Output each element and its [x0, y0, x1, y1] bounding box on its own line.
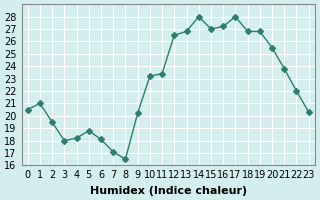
X-axis label: Humidex (Indice chaleur): Humidex (Indice chaleur)	[90, 186, 247, 196]
